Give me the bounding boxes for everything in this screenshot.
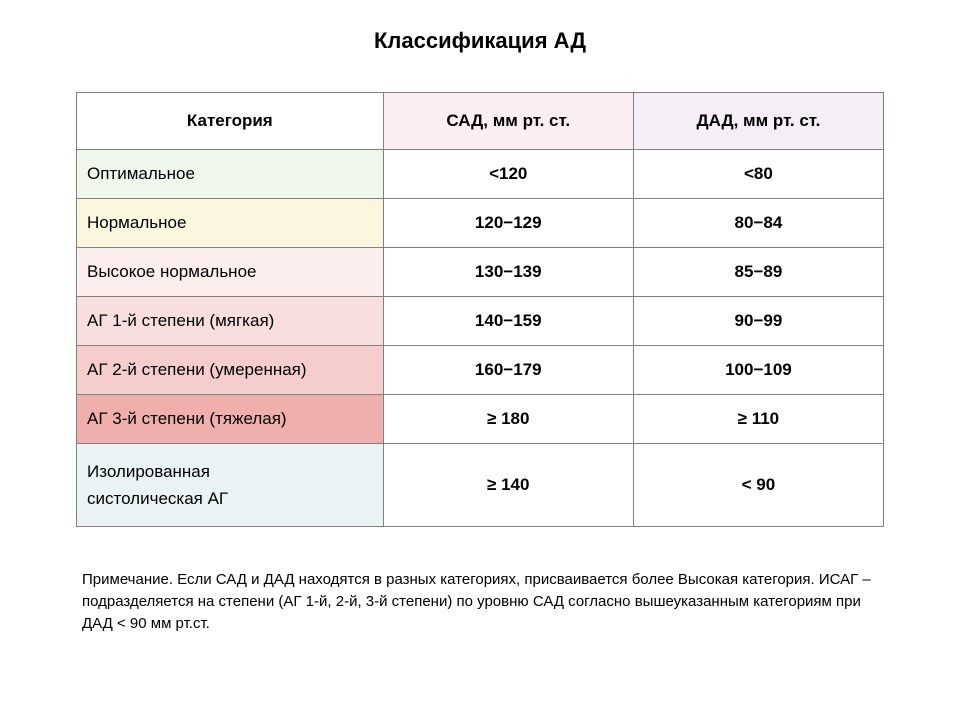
category-cell: АГ 1-й степени (мягкая) <box>77 297 384 346</box>
col-header-dbp: ДАД, мм рт. ст. <box>633 93 883 150</box>
category-cell: Изолированнаясистолическая АГ <box>77 444 384 527</box>
sbp-cell: 160−179 <box>383 346 633 395</box>
page-title: Классификация АД <box>76 28 884 54</box>
table-row: Изолированнаясистолическая АГ ≥ 140 < 90 <box>77 444 884 527</box>
dbp-cell: 100−109 <box>633 346 883 395</box>
category-cell: АГ 3-й степени (тяжелая) <box>77 395 384 444</box>
sbp-cell: 130−139 <box>383 248 633 297</box>
dbp-cell: 80−84 <box>633 199 883 248</box>
dbp-cell: < 90 <box>633 444 883 527</box>
category-cell: Высокое нормальное <box>77 248 384 297</box>
table-row: Высокое нормальное 130−139 85−89 <box>77 248 884 297</box>
col-header-category: Категория <box>77 93 384 150</box>
category-cell: АГ 2-й степени (умеренная) <box>77 346 384 395</box>
sbp-cell: 120−129 <box>383 199 633 248</box>
table-row: Нормальное 120−129 80−84 <box>77 199 884 248</box>
category-cell: Нормальное <box>77 199 384 248</box>
sbp-cell: 140−159 <box>383 297 633 346</box>
table-row: АГ 2-й степени (умеренная) 160−179 100−1… <box>77 346 884 395</box>
dbp-cell: <80 <box>633 150 883 199</box>
dbp-cell: 85−89 <box>633 248 883 297</box>
col-header-sbp: САД, мм рт. ст. <box>383 93 633 150</box>
category-cell: Оптимальное <box>77 150 384 199</box>
sbp-cell: ≥ 140 <box>383 444 633 527</box>
footnote-text: Примечание. Если САД и ДАД находятся в р… <box>76 569 884 634</box>
table-body: Оптимальное <120 <80 Нормальное 120−129 … <box>77 150 884 527</box>
table-row: Оптимальное <120 <80 <box>77 150 884 199</box>
table-row: АГ 3-й степени (тяжелая) ≥ 180 ≥ 110 <box>77 395 884 444</box>
dbp-cell: ≥ 110 <box>633 395 883 444</box>
dbp-cell: 90−99 <box>633 297 883 346</box>
table-header-row: Категория САД, мм рт. ст. ДАД, мм рт. ст… <box>77 93 884 150</box>
sbp-cell: ≥ 180 <box>383 395 633 444</box>
classification-table: Категория САД, мм рт. ст. ДАД, мм рт. ст… <box>76 92 884 527</box>
table-row: АГ 1-й степени (мягкая) 140−159 90−99 <box>77 297 884 346</box>
sbp-cell: <120 <box>383 150 633 199</box>
